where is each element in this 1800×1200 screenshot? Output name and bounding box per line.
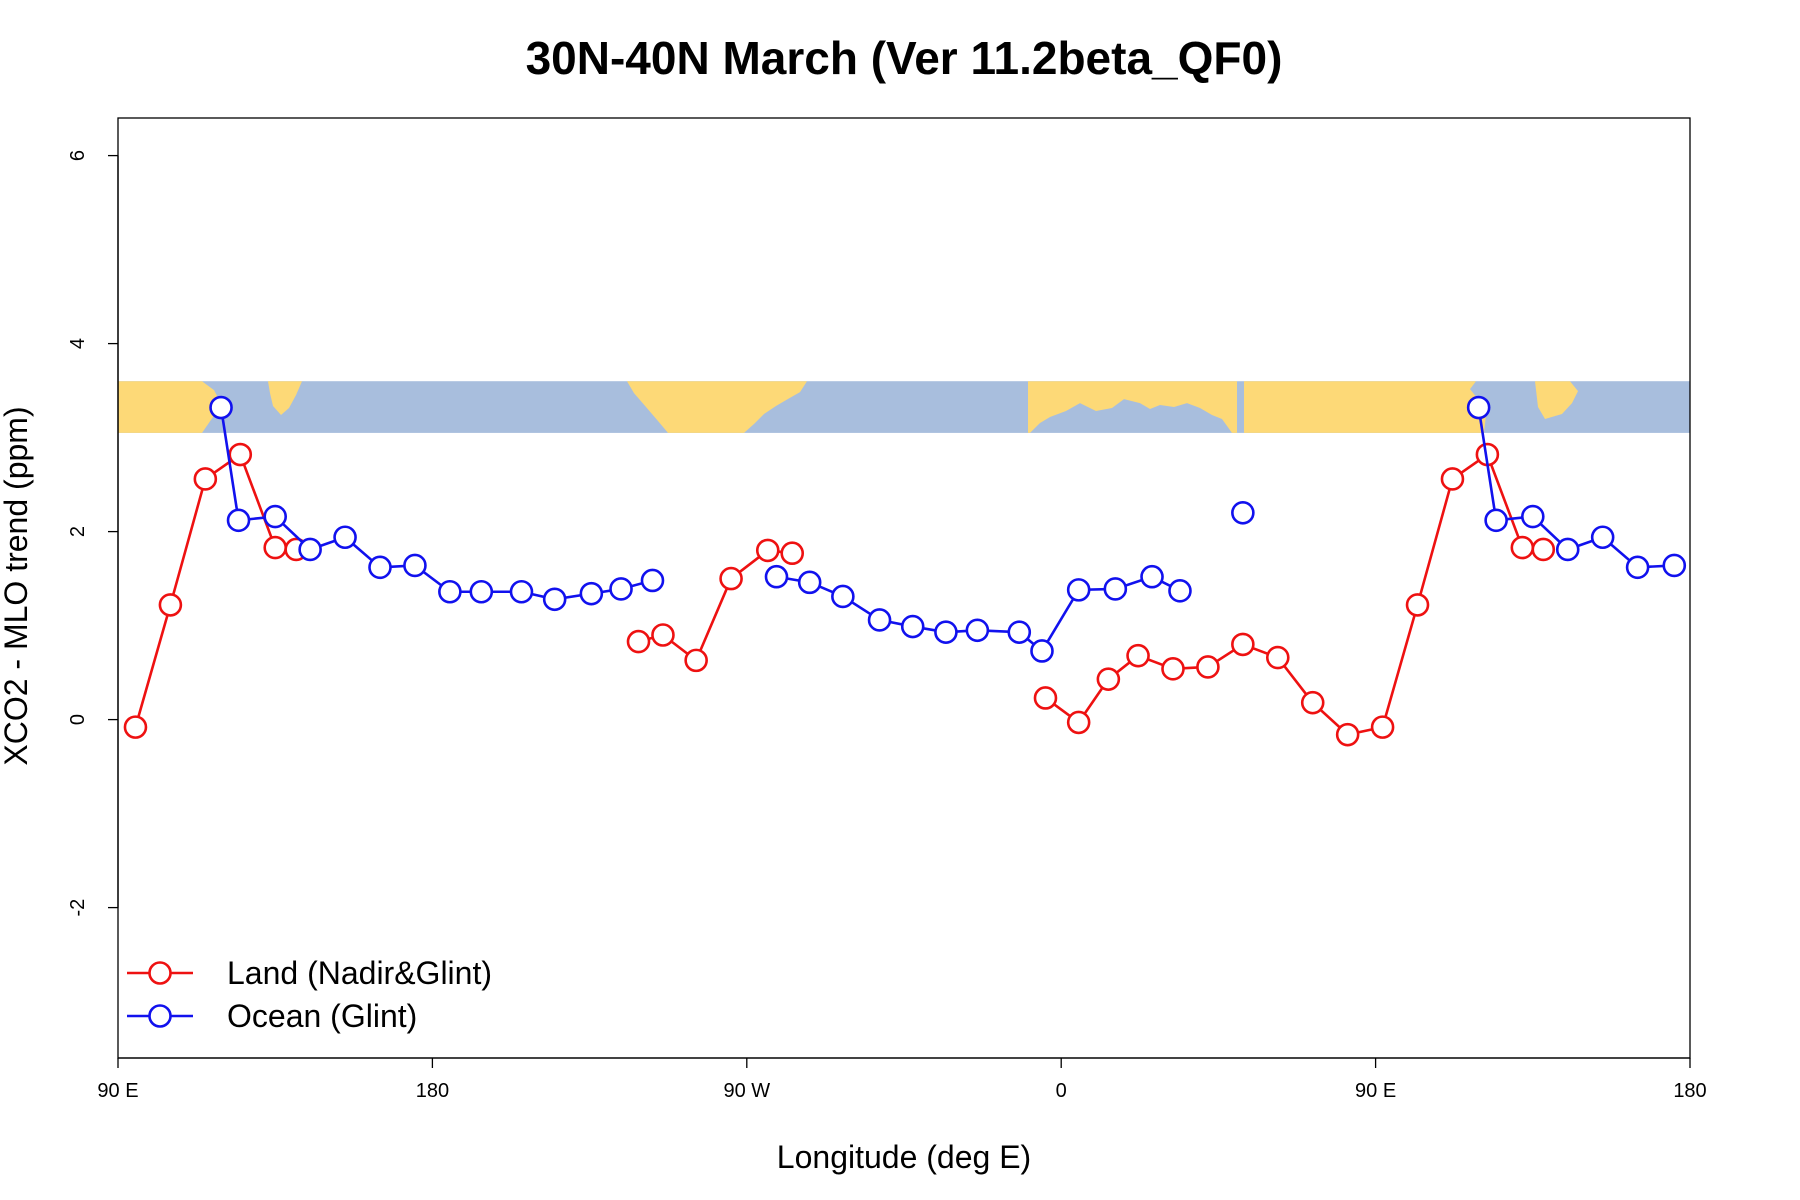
series-1-point-21 (1007, 620, 1032, 644)
series-1-point-3 (298, 537, 322, 562)
series-0-point-18 (1231, 632, 1255, 657)
legend: Land (Nadir&Glint) Ocean (Glint) (127, 955, 492, 1034)
series-0-line-2 (1044, 452, 1544, 737)
series-0-point-8 (684, 648, 708, 673)
series-0-point-13 (1066, 710, 1091, 735)
series-0-point-14 (1096, 667, 1121, 691)
series-1-point-18 (900, 614, 925, 639)
series-1-point-32 (1590, 525, 1615, 550)
map-land-3 (1028, 381, 1237, 433)
series-1-point-13 (640, 568, 665, 593)
map-land-2 (627, 381, 807, 433)
series-1-point-33 (1625, 555, 1650, 580)
series-0-point-2 (193, 467, 218, 491)
series-1-point-22 (1030, 639, 1054, 663)
y-tick-label-4: 6 (67, 150, 89, 161)
series-0-point-6 (626, 629, 651, 654)
series-0-point-9 (719, 566, 743, 591)
series-0-point-7 (651, 623, 675, 647)
series-1-point-8 (469, 579, 494, 604)
x-tick-label-3: 0 (1056, 1080, 1067, 1102)
series-0-point-3 (228, 442, 253, 467)
series-layer (123, 395, 1687, 747)
series-0-point-16 (1161, 657, 1185, 681)
series-1-point-7 (438, 579, 462, 604)
y-tick-label-1: 0 (67, 714, 89, 725)
series-1-point-6 (403, 553, 427, 578)
series-0-point-24 (1440, 467, 1465, 491)
series-0-line-0 (134, 452, 297, 728)
series-1-point-9 (509, 579, 534, 604)
legend-label-0: Land (Nadir&Glint) (227, 955, 492, 991)
y-axis-label: XCO2 - MLO trend (ppm) (0, 406, 34, 765)
map-strip (118, 381, 1690, 433)
series-1-point-30 (1521, 504, 1545, 529)
series-0-point-11 (780, 541, 805, 566)
y-tick-label-2: 2 (67, 526, 89, 537)
chart-title: 30N-40N March (Ver 11.2beta_QF0) (526, 32, 1283, 84)
x-tick-label-1: 180 (416, 1080, 449, 1102)
series-1-point-14 (764, 564, 789, 589)
map-land-1 (268, 381, 302, 416)
series-1-point-27 (1231, 500, 1255, 525)
series-1-point-31 (1555, 537, 1580, 562)
series-0-point-26 (1510, 535, 1535, 560)
series-0-point-1 (158, 593, 183, 617)
legend-marker-0 (148, 961, 172, 985)
series-1-point-12 (609, 577, 633, 601)
x-axis: 90 E 180 90 W 0 90 E 180 (97, 1057, 1707, 1102)
series-1-point-19 (934, 620, 958, 644)
series-1-point-16 (831, 584, 855, 609)
series-1-point-2 (263, 504, 288, 529)
y-tick-label-0: -2 (67, 899, 89, 917)
legend-marker-1 (148, 1004, 172, 1028)
series-0-point-22 (1370, 715, 1395, 739)
map-land-0 (118, 381, 221, 433)
series-0-point-0 (123, 715, 148, 739)
x-tick-label-4: 90 E (1355, 1080, 1396, 1102)
x-tick-label-5: 180 (1673, 1080, 1706, 1102)
series-1-point-0 (209, 395, 233, 420)
y-tick-label-3: 4 (67, 338, 89, 349)
series-0-point-12 (1033, 686, 1058, 710)
series-0-point-20 (1300, 690, 1325, 715)
series-1-point-11 (579, 581, 604, 606)
series-1-point-17 (867, 608, 892, 632)
series-1-point-25 (1140, 564, 1164, 589)
series-1-line-0 (219, 407, 653, 601)
series-1-point-1 (226, 508, 251, 533)
series-1-point-28 (1466, 395, 1491, 420)
series-0-point-19 (1265, 645, 1290, 670)
series-0-point-17 (1196, 655, 1220, 679)
x-tick-label-2: 90 W (723, 1080, 770, 1102)
series-0-point-4 (263, 535, 288, 560)
series-1-point-20 (965, 618, 990, 643)
map-land-5 (1535, 381, 1578, 419)
series-1-point-24 (1103, 577, 1128, 601)
series-1-point-15 (797, 570, 822, 595)
series-1-point-34 (1662, 553, 1687, 578)
series-0 (123, 442, 1556, 747)
series-1-point-10 (542, 587, 567, 612)
series-1-point-29 (1484, 508, 1508, 533)
series-1-point-23 (1066, 578, 1091, 602)
series-1-point-4 (333, 525, 357, 550)
series-1-point-26 (1168, 579, 1192, 603)
series-0-point-21 (1335, 722, 1360, 747)
series-0-point-10 (755, 538, 780, 563)
series-1 (209, 395, 1687, 663)
series-1-point-5 (368, 555, 392, 580)
plot-frame (117, 117, 1691, 1059)
y-axis: -2 0 2 4 6 (67, 150, 119, 917)
x-axis-label: Longitude (deg E) (777, 1139, 1031, 1175)
legend-label-1: Ocean (Glint) (227, 998, 417, 1034)
series-0-point-15 (1126, 643, 1150, 668)
x-tick-label-0: 90 E (97, 1080, 138, 1102)
map-land-4 (1244, 381, 1486, 433)
series-0-point-23 (1405, 593, 1430, 617)
series-0-point-27 (1531, 537, 1556, 562)
